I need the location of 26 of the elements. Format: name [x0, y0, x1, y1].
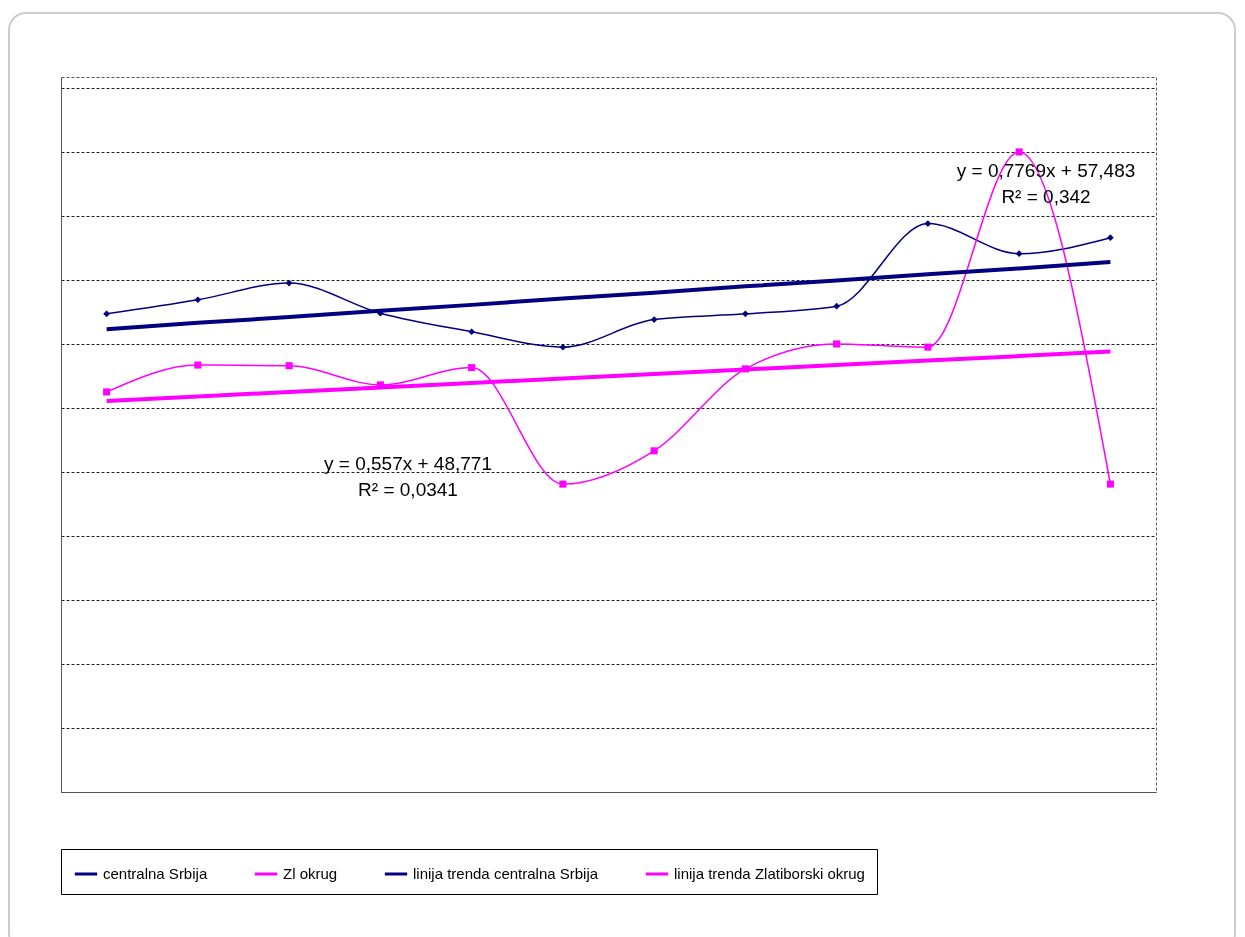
point: [742, 310, 749, 318]
point: [285, 279, 293, 287]
point: [468, 328, 475, 336]
point: [468, 364, 476, 372]
point: [1106, 480, 1114, 488]
point: [194, 361, 202, 369]
legend-label: centralna Srbija: [103, 865, 208, 882]
annotation: y = 0,557x + 48,771 R² = 0,0341: [324, 453, 492, 500]
point: [559, 343, 567, 351]
point: [103, 388, 111, 396]
point: [194, 296, 202, 304]
point: [650, 447, 658, 455]
point: [924, 343, 932, 351]
legend-label: Zl okrug: [283, 865, 338, 882]
point: [833, 302, 840, 310]
point: [285, 362, 293, 370]
point: [559, 480, 567, 488]
point: [1015, 250, 1023, 258]
point: [103, 310, 110, 318]
point: [650, 316, 658, 323]
point: [1015, 148, 1023, 156]
legend-label: linija trenda Zlatiborski okrug: [674, 865, 865, 882]
point: [1107, 234, 1114, 242]
point: [833, 340, 841, 348]
legend-label: linija trenda centralna Srbija: [413, 865, 599, 882]
point: [924, 220, 932, 227]
